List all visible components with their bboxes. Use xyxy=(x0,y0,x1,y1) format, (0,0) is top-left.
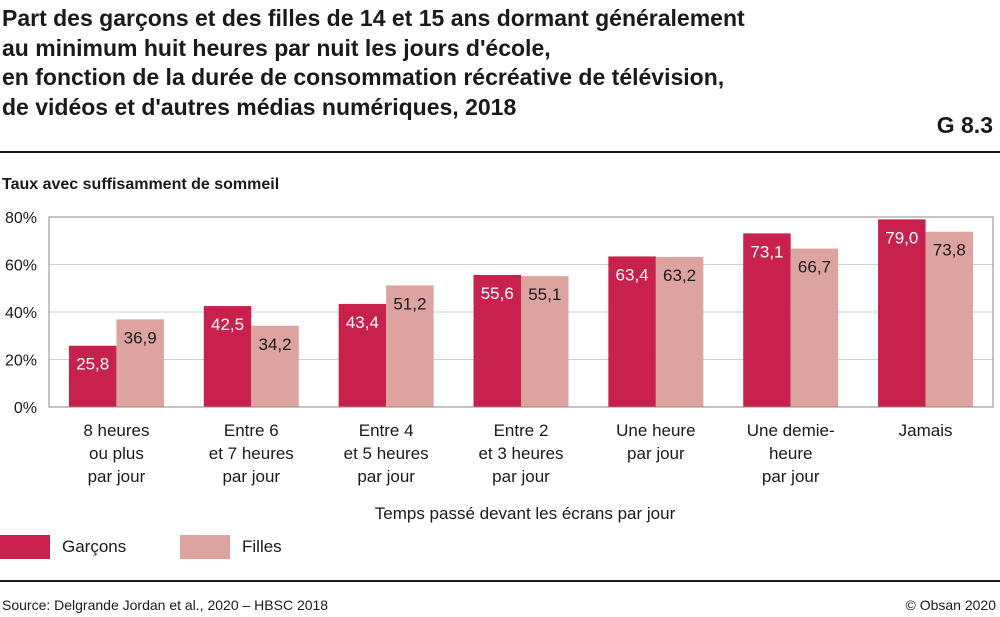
x-tick-label: Entre 6 xyxy=(224,421,279,440)
chart-title: Part des garçons et des filles de 14 et … xyxy=(2,4,902,122)
chart-title-line: en fonction de la durée de consommation … xyxy=(2,64,725,90)
bar-garcons xyxy=(473,274,521,407)
x-tick-label: Entre 4 xyxy=(359,421,414,440)
source-note: Source: Delgrande Jordan et al., 2020 – … xyxy=(2,597,329,613)
y-tick-label: 0% xyxy=(14,400,37,417)
data-label: 51,2 xyxy=(393,294,426,313)
x-tick-label: Une heure xyxy=(616,421,695,440)
x-tick-label: et 5 heures xyxy=(344,444,429,463)
data-label: 34,2 xyxy=(258,335,291,354)
data-label: 63,4 xyxy=(616,265,649,284)
x-tick-label: par jour xyxy=(627,444,685,463)
footer-divider xyxy=(0,580,1000,582)
x-tick-label: par jour xyxy=(762,467,820,486)
x-tick-label: par jour xyxy=(357,467,415,486)
data-label: 63,2 xyxy=(663,266,696,285)
y-tick-label: 20% xyxy=(5,353,37,370)
data-label: 42,5 xyxy=(211,315,244,334)
data-label: 55,1 xyxy=(528,285,561,304)
x-axis-title: Temps passé devant les écrans par jour xyxy=(374,504,676,523)
y-tick-label: 60% xyxy=(5,258,37,275)
bar-garcons xyxy=(203,306,252,407)
x-tick-label: par jour xyxy=(222,467,280,486)
copyright-note: © Obsan 2020 xyxy=(905,597,997,613)
x-tick-label: heure xyxy=(769,444,812,463)
data-label: 73,8 xyxy=(933,241,966,260)
x-tick-label: Entre 2 xyxy=(494,421,549,440)
bar-filles xyxy=(790,248,839,407)
bar-garcons xyxy=(878,219,926,407)
bar-filles xyxy=(251,325,299,407)
bar-garcons xyxy=(743,233,791,407)
y-tick-labels: 0% 20% 40% 60% 80% xyxy=(5,210,37,417)
data-label: 25,8 xyxy=(76,355,109,374)
x-tick-label: ou plus xyxy=(89,444,144,463)
x-tick-labels: 8 heures ou plus par jour Entre 6 et 7 heure… xyxy=(83,421,952,486)
chart-title-line: de vidéos et d'autres médias numériques,… xyxy=(2,93,517,120)
bar-garcons xyxy=(338,303,387,407)
bar-filles xyxy=(386,285,434,407)
bar-chart: 0% 20% 40% 60% 80% 25,8 36,9 42,5 34,2 43,4 51,2 5… xyxy=(5,210,994,486)
data-label: 55,6 xyxy=(481,284,514,303)
bars xyxy=(68,219,974,407)
legend-swatch-filles xyxy=(180,535,230,559)
data-label: 73,1 xyxy=(750,242,783,261)
bar-garcons xyxy=(68,345,117,407)
legend-label-filles: Filles xyxy=(242,537,282,556)
data-labels: 25,8 36,9 42,5 34,2 43,4 51,2 55,6 55,1 63,4 63,2… xyxy=(76,228,966,373)
y-tick-label: 80% xyxy=(5,210,37,227)
y-tick-label: 40% xyxy=(5,305,37,322)
y-axis-title: Taux avec suffisamment de sommeil xyxy=(2,176,280,193)
x-tick-label: Jamais xyxy=(899,421,953,440)
x-tick-label: par jour xyxy=(492,467,550,486)
bar-filles xyxy=(925,231,974,407)
bar-filles xyxy=(116,319,164,407)
data-label: 79,0 xyxy=(885,228,918,247)
data-label: 43,4 xyxy=(346,313,379,332)
x-tick-label: et 7 heures xyxy=(209,444,294,463)
chart-title-line: au minimum huit heures par nuit les jour… xyxy=(2,34,551,61)
data-label: 66,7 xyxy=(798,258,831,277)
bar-filles xyxy=(655,256,704,407)
x-tick-label: par jour xyxy=(88,467,146,486)
figure-id: G 8.3 xyxy=(936,112,993,138)
x-tick-label: Une demie- xyxy=(747,421,835,440)
title-divider xyxy=(0,151,1000,153)
chart-title-line: Part des garçons et des filles de 14 et … xyxy=(2,5,745,31)
legend-label-garcons: Garçons xyxy=(62,537,127,556)
data-label: 36,9 xyxy=(124,328,157,347)
bar-filles xyxy=(521,276,569,407)
x-tick-label: 8 heures xyxy=(83,421,149,440)
x-tick-label: et 3 heures xyxy=(478,444,563,463)
plot-frame xyxy=(48,216,994,408)
legend-swatch-garcons xyxy=(0,535,50,559)
bar-garcons xyxy=(608,256,656,407)
